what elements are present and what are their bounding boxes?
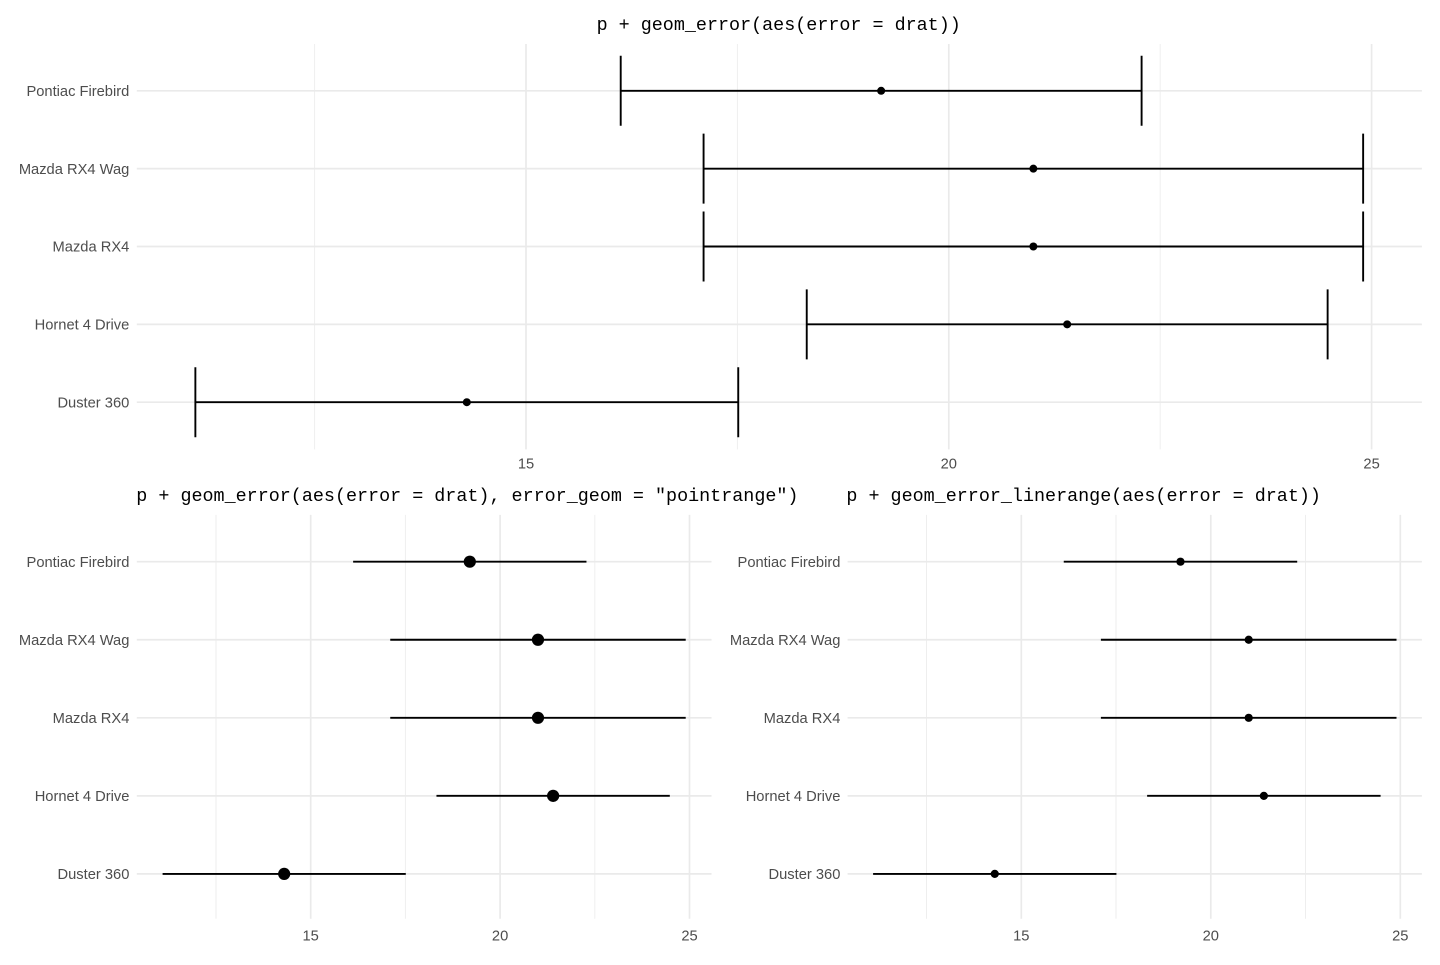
svg-text:Pontiac Firebird: Pontiac Firebird	[738, 555, 841, 571]
svg-text:Duster 360: Duster 360	[58, 867, 130, 883]
svg-text:15: 15	[1013, 929, 1029, 945]
svg-text:Mazda RX4 Wag: Mazda RX4 Wag	[19, 633, 129, 649]
svg-text:Pontiac Firebird: Pontiac Firebird	[27, 555, 130, 571]
svg-text:Duster 360: Duster 360	[57, 395, 129, 411]
svg-text:Hornet 4 Drive: Hornet 4 Drive	[35, 318, 130, 334]
svg-text:25: 25	[1363, 457, 1379, 473]
svg-text:25: 25	[1392, 929, 1408, 945]
svg-text:p + geom_error_linerange(aes(e: p + geom_error_linerange(aes(error = dra…	[846, 486, 1321, 507]
svg-text:p + geom_error(aes(error = dra: p + geom_error(aes(error = drat))	[597, 15, 961, 36]
svg-text:Duster 360: Duster 360	[769, 867, 841, 883]
svg-text:Mazda RX4: Mazda RX4	[53, 711, 130, 727]
svg-text:Hornet 4 Drive: Hornet 4 Drive	[746, 789, 841, 805]
svg-text:25: 25	[681, 929, 697, 945]
svg-text:Mazda RX4 Wag: Mazda RX4 Wag	[730, 633, 840, 649]
svg-text:Mazda RX4 Wag: Mazda RX4 Wag	[19, 162, 129, 178]
svg-text:p + geom_error(aes(error = dra: p + geom_error(aes(error = drat), error_…	[136, 486, 798, 507]
svg-text:20: 20	[941, 457, 957, 473]
svg-text:15: 15	[518, 457, 534, 473]
svg-text:Mazda RX4: Mazda RX4	[53, 240, 130, 256]
svg-text:Pontiac Firebird: Pontiac Firebird	[26, 84, 129, 100]
svg-text:20: 20	[1203, 929, 1219, 945]
svg-text:Mazda RX4: Mazda RX4	[764, 711, 841, 727]
svg-text:20: 20	[492, 929, 508, 945]
svg-text:15: 15	[303, 929, 319, 945]
svg-text:Hornet 4 Drive: Hornet 4 Drive	[35, 789, 130, 805]
